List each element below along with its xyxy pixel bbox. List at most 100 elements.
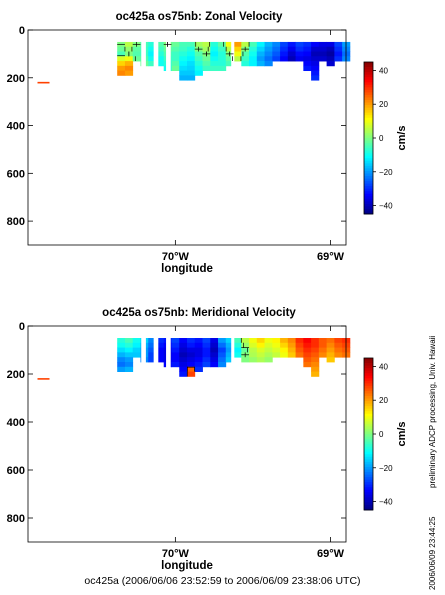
heatmap-cell <box>303 65 312 72</box>
colorbar-segment <box>364 196 373 200</box>
colorbar-tick-label: −20 <box>379 464 393 473</box>
data-gap <box>153 335 159 377</box>
colorbar-segment <box>364 125 373 129</box>
heatmap-cell <box>334 347 343 353</box>
heatmap-cell <box>249 56 258 62</box>
colorbar-segment <box>364 446 373 450</box>
heatmap-cell <box>218 51 227 57</box>
colorbar: −40 −20 0 20 40 cm/s <box>363 61 408 215</box>
heatmap-cell <box>225 357 234 363</box>
heatmap-cell <box>256 357 265 363</box>
colorbar-segment <box>364 183 373 187</box>
heatmap-cell <box>280 342 289 348</box>
y-tick-label: 800 <box>7 216 25 228</box>
heatmap-cell <box>171 61 180 67</box>
heatmap-cell <box>295 46 304 52</box>
heatmap-cell <box>287 342 296 348</box>
heatmap-cell <box>171 41 180 48</box>
heatmap-cell <box>202 61 211 67</box>
heatmap-cell <box>202 46 211 52</box>
heatmap-cell <box>264 46 273 52</box>
heatmap-cell <box>326 357 335 363</box>
heatmap-cell <box>225 41 234 48</box>
colorbar-segment <box>364 380 373 384</box>
chart-panel-1: oc425a os75nb: Zonal Velocity02004006008… <box>7 11 408 275</box>
colorbar-segment <box>364 132 373 136</box>
heatmap-cell <box>117 65 126 72</box>
colorbar-segment <box>364 398 373 402</box>
colorbar-segment <box>364 191 373 195</box>
heatmap-cell <box>326 61 335 67</box>
colorbar-segment <box>364 107 373 111</box>
chart-title: oc425a os75nb: Zonal Velocity <box>116 11 283 23</box>
heatmap-cell <box>210 352 219 358</box>
colorbar-segment <box>364 122 373 126</box>
heatmap-cell <box>334 342 343 348</box>
colorbar-segment <box>364 100 373 103</box>
heatmap-cell <box>295 56 304 62</box>
colorbar-label: cm/s <box>396 125 408 150</box>
heatmap-cell <box>311 70 320 76</box>
colorbar-tick-label: −40 <box>379 202 393 211</box>
heatmap-cell <box>272 347 281 353</box>
heatmap-cell <box>334 352 343 358</box>
colorbar-segment <box>364 186 373 190</box>
heatmap-cell <box>148 46 157 52</box>
heatmap-cell <box>264 41 273 48</box>
colorbar-segment <box>364 82 373 86</box>
heatmap-cell <box>210 357 219 363</box>
heatmap-cell <box>249 347 258 353</box>
chart-panel-2: oc425a os75nb: Meridional Velocity020040… <box>7 307 408 572</box>
heatmap-cell <box>233 56 242 62</box>
heatmap-cell <box>124 352 134 358</box>
heatmap-cell <box>233 338 242 344</box>
heatmap-cell <box>264 357 273 363</box>
heatmap-cell <box>256 51 265 57</box>
heatmap-cell <box>148 56 157 62</box>
heatmap-cell <box>155 352 165 358</box>
heatmap-cell <box>194 357 203 363</box>
heatmap-cell <box>117 357 126 363</box>
heatmap-cell <box>187 362 196 368</box>
heatmap-cell <box>179 65 188 72</box>
heatmap-cell <box>264 352 273 358</box>
figure-caption: oc425a (2006/06/06 23:52:59 to 2006/06/0… <box>84 575 361 587</box>
heatmap-cell <box>148 51 157 57</box>
colorbar-segment <box>364 181 373 184</box>
heatmap-cell <box>194 70 203 76</box>
data-gap <box>141 335 146 377</box>
heatmap-cell <box>117 70 126 76</box>
heatmap-cell <box>311 56 320 62</box>
colorbar-segment <box>364 127 373 131</box>
colorbar-segment <box>364 370 373 374</box>
heatmap-cell <box>187 342 196 348</box>
heatmap-cell <box>117 61 126 67</box>
heatmap-cell <box>202 347 211 353</box>
heatmap-cell <box>171 352 180 358</box>
colorbar-segment <box>364 84 373 88</box>
heatmap-cell <box>194 352 203 358</box>
heatmap-cell <box>326 347 335 353</box>
heatmap-cell <box>171 342 180 348</box>
heatmap-cell <box>210 61 219 67</box>
heatmap-cell <box>117 352 126 358</box>
heatmap-cell <box>187 75 196 81</box>
heatmap-cell <box>124 41 134 48</box>
heatmap-cell <box>194 342 203 348</box>
heatmap-cell <box>249 61 258 67</box>
heatmap-cell <box>295 51 304 57</box>
isolated-data-mark <box>37 378 50 380</box>
heatmap-cell <box>187 352 196 358</box>
heatmap-cell <box>210 41 219 48</box>
heatmap-cell <box>326 41 335 48</box>
heatmap-cell <box>124 362 134 368</box>
heatmap-cell <box>241 56 250 62</box>
data-gap <box>141 39 146 81</box>
colorbar-segment <box>364 115 373 119</box>
colorbar-segment <box>364 472 373 475</box>
heatmap-cell <box>225 338 234 344</box>
heatmap-cell <box>280 41 289 48</box>
heatmap-cell <box>303 342 312 348</box>
heatmap-cell <box>287 347 296 353</box>
heatmap-cell <box>210 338 219 344</box>
